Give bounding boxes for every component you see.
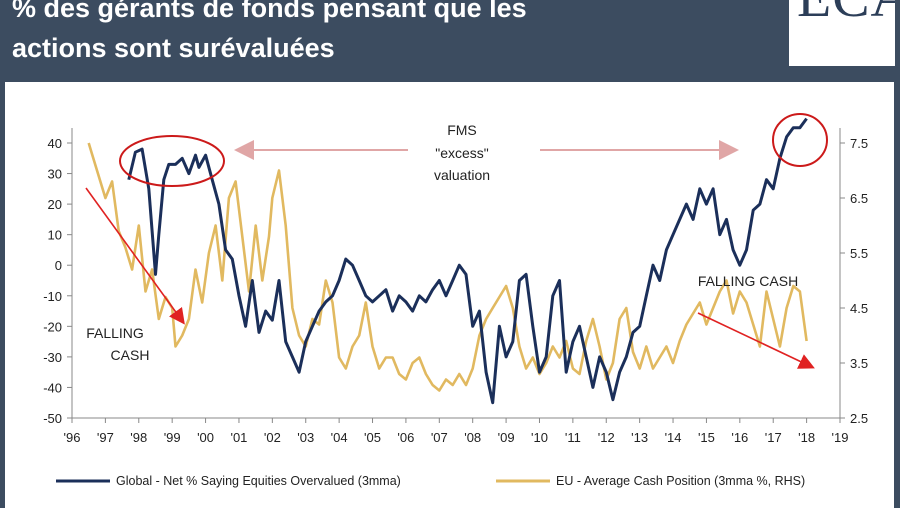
- highlight-circle-1999: [119, 135, 225, 187]
- x-tick-label: '12: [598, 430, 615, 445]
- left-tick-label: 40: [48, 136, 62, 151]
- title-line-1: % des gérants de fonds pensant que les: [12, 0, 527, 23]
- fms-label-line1: FMS: [447, 122, 477, 138]
- right-tick-label: 5.5: [850, 246, 868, 261]
- series-line: [127, 117, 808, 405]
- x-tick-label: '17: [765, 430, 782, 445]
- logo: ECA: [789, 0, 895, 66]
- x-tick-label: '06: [397, 430, 414, 445]
- falling-cash-arrow-left: [85, 187, 185, 325]
- x-tick-label: '16: [731, 430, 748, 445]
- x-tick-label: '03: [297, 430, 314, 445]
- left-tick-label: 0: [55, 258, 62, 273]
- series-eu-cash: [87, 142, 808, 392]
- x-tick-label: '97: [97, 430, 114, 445]
- fms-label-line3: valuation: [434, 167, 490, 183]
- page-title: % des gérants de fonds pensant que les a…: [12, 0, 772, 68]
- legend-label-eu: EU - Average Cash Position (3mma %, RHS): [556, 474, 805, 488]
- left-tick-label: -30: [43, 350, 62, 365]
- x-tick-label: '11: [565, 430, 581, 445]
- falling-cash-right-label: FALLING CASH: [698, 273, 798, 289]
- left-tick-label: -40: [43, 380, 62, 395]
- left-tick-label: 30: [48, 167, 62, 182]
- x-tick-label: '05: [364, 430, 381, 445]
- x-tick-label: '02: [264, 430, 281, 445]
- right-tick-label: 4.5: [850, 301, 868, 316]
- x-tick-label: '01: [230, 430, 247, 445]
- x-tick-label: '19: [832, 430, 849, 445]
- falling-cash-left-line2: CASH: [111, 347, 150, 363]
- x-tick-label: '10: [531, 430, 548, 445]
- logo-text: ECA: [797, 0, 895, 30]
- x-tick-label: '08: [464, 430, 481, 445]
- chart-panel: [5, 82, 894, 508]
- left-tick-label: -50: [43, 411, 62, 426]
- header-bar: % des gérants de fonds pensant que les a…: [0, 0, 900, 78]
- x-tick-label: '96: [64, 430, 81, 445]
- legend: Global - Net % Saying Equities Overvalue…: [56, 474, 805, 488]
- x-tick-label: '07: [431, 430, 448, 445]
- left-tick-label: -10: [43, 289, 62, 304]
- axes: 40 30 20 10 0 -10 -20 -30 -40 -50 7.5 6.5 5.5 4.5 3.5 2…: [43, 128, 868, 445]
- legend-label-global: Global - Net % Saying Equities Overvalue…: [116, 474, 401, 488]
- right-tick-label: 7.5: [850, 136, 868, 151]
- x-tick-label: '13: [631, 430, 648, 445]
- falling-cash-left-line1: FALLING: [86, 325, 144, 341]
- x-tick-label: '14: [665, 430, 682, 445]
- left-tick-label: -20: [43, 319, 62, 334]
- x-tick-label: '04: [331, 430, 348, 445]
- series-line: [87, 142, 808, 392]
- left-tick-label: 10: [48, 228, 62, 243]
- highlight-circle-2018: [772, 113, 828, 167]
- right-tick-label: 2.5: [850, 411, 868, 426]
- falling-cash-arrow-right: [697, 312, 815, 369]
- right-tick-label: 3.5: [850, 356, 868, 371]
- x-tick-label: '99: [164, 430, 181, 445]
- series-global-overvalued: [127, 117, 808, 405]
- x-tick-label: '98: [130, 430, 147, 445]
- left-tick-label: 20: [48, 197, 62, 212]
- x-tick-label: '09: [498, 430, 515, 445]
- right-tick-label: 6.5: [850, 191, 868, 206]
- fms-label-line2: "excess": [435, 145, 489, 161]
- title-line-2: actions sont surévaluées: [12, 33, 335, 63]
- x-tick-label: '18: [798, 430, 815, 445]
- x-tick-label: '00: [197, 430, 214, 445]
- x-tick-label: '15: [698, 430, 715, 445]
